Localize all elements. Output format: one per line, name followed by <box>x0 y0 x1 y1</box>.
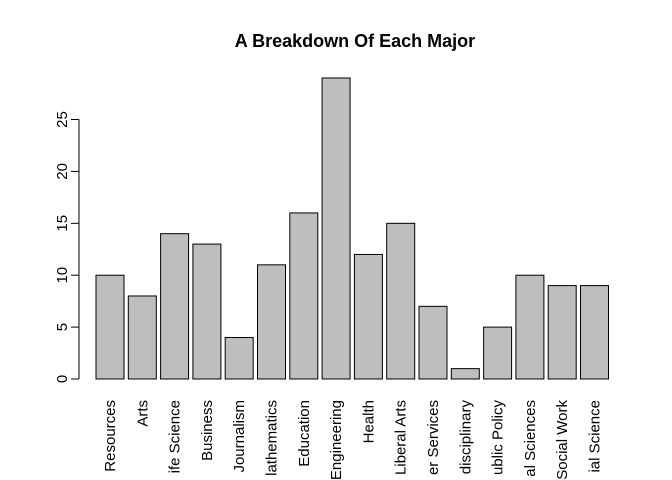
bar <box>450 368 480 380</box>
bar <box>483 326 513 380</box>
chart-title: A Breakdown Of Each Major <box>235 31 475 51</box>
bar <box>127 295 157 380</box>
x-tick-label: lathematics <box>264 400 281 476</box>
x-tick-label: Social Work <box>554 400 571 480</box>
y-tick-label: 10 <box>54 267 71 284</box>
x-tick-label: disciplinary <box>457 400 474 475</box>
bar <box>160 233 190 380</box>
bar <box>289 212 319 380</box>
x-tick-label: Engineering <box>328 400 345 480</box>
y-tick-label: 20 <box>54 163 71 180</box>
bar <box>418 305 448 380</box>
bars <box>95 77 609 380</box>
x-tick-label: ublic Policy <box>490 400 507 476</box>
bar <box>192 243 222 380</box>
bar <box>580 285 609 380</box>
x-tick-label: Arts <box>134 400 151 427</box>
x-tick-label: al Sciences <box>522 400 539 477</box>
x-tick-label: er Services <box>425 400 442 475</box>
bar <box>95 274 125 380</box>
x-tick-label: ial Science <box>587 400 604 473</box>
y-tick-label: 0 <box>54 375 71 383</box>
bar <box>386 222 416 380</box>
y-tick-label: 5 <box>54 323 71 331</box>
x-tick-label: Business <box>199 400 216 461</box>
bar <box>515 274 545 380</box>
x-tick-labels: Resources Arts ife Science Business Journali… <box>102 400 604 480</box>
x-tick-label: ife Science <box>167 400 184 473</box>
x-tick-label: Resources <box>102 400 119 472</box>
x-tick-label: Liberal Arts <box>393 400 410 475</box>
bar <box>257 264 286 380</box>
bar <box>224 336 254 380</box>
y-tick-label: 25 <box>54 111 71 128</box>
x-tick-label: Health <box>360 400 377 443</box>
bar <box>547 285 577 380</box>
bar <box>353 253 383 380</box>
y-axis: 0 5 10 15 20 25 <box>54 111 80 383</box>
x-tick-label: Education <box>296 400 313 467</box>
x-tick-label: Journalism <box>231 400 248 473</box>
bar <box>321 77 351 380</box>
y-tick-label: 15 <box>54 215 71 232</box>
